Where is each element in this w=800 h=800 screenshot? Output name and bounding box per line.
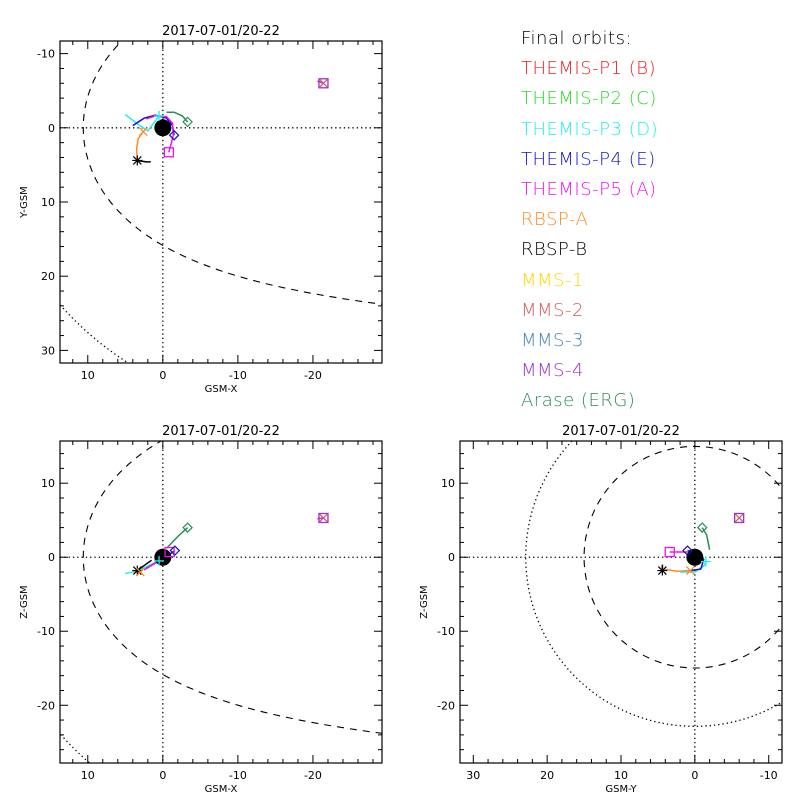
- axis-ticks: [60, 441, 382, 763]
- x-tick-label: 30: [466, 769, 480, 782]
- y-axis-label: Z-GSM: [419, 585, 430, 618]
- legend-item-mms-3: MMS-3: [521, 329, 584, 351]
- x-tick-label: 10: [81, 369, 95, 382]
- legend-item-arase: Arase (ERG): [521, 390, 636, 412]
- x-tick-label: 0: [159, 369, 166, 382]
- marker-rbsp-b: [132, 565, 143, 576]
- x-axis-label: GSM-X: [205, 384, 238, 395]
- legend-item-mms-4: MMS-4: [521, 360, 584, 382]
- x-tick-label: -10: [760, 769, 778, 782]
- legend-item-mms-2: MMS-2: [521, 299, 584, 321]
- y-tick-label: -20: [37, 699, 55, 712]
- y-tick-label: 30: [41, 344, 55, 357]
- chart-title: 2017-07-01/20-22: [162, 424, 280, 439]
- axis-ticks: [460, 441, 782, 763]
- orbit-track-rbsp-a: [663, 568, 691, 573]
- orbit-tracks: [125, 517, 324, 575]
- y-tick-label: -10: [37, 48, 55, 61]
- marker-mms-2: [734, 513, 744, 523]
- x-tick-label: -20: [304, 369, 322, 382]
- x-tick-label: -10: [229, 369, 247, 382]
- legend-title: Final orbits:: [521, 28, 633, 49]
- plot-frame: [59, 440, 383, 764]
- marker-themis-p3-d: [700, 556, 711, 567]
- orbit-tracks: [124, 80, 324, 163]
- x-axis-label: GSM-Y: [605, 784, 637, 795]
- y-tick-label: -20: [437, 699, 455, 712]
- marker-themis-p4-e: [168, 129, 180, 141]
- legend-item-themis-p3: THEMIS-P3 (D): [521, 118, 659, 140]
- y-tick-label: 10: [441, 477, 455, 490]
- legend-item-themis-p4: THEMIS-P4 (E): [521, 148, 656, 170]
- y-axis-label: Z-GSM: [19, 585, 30, 618]
- panel-2: 2017-07-01/20-22 GSM-X Z-GSM 10 0 -10 -20 10 0 -1…: [19, 424, 383, 795]
- x-axis-label: GSM-X: [205, 784, 238, 795]
- x-tick-label: 0: [691, 769, 698, 782]
- model-boundaries: [60, 441, 382, 763]
- orbit-track-arase: [166, 527, 189, 549]
- marker-mms-4: [734, 512, 745, 524]
- magnetopause-curve: [82, 41, 382, 305]
- earth-marker: [154, 548, 172, 566]
- legend-item-themis-p2: THEMIS-P2 (C): [521, 88, 657, 110]
- x-tick-label: 20: [540, 769, 554, 782]
- legend-item-rbsp-b: RBSP-B: [521, 239, 588, 261]
- marker-rbsp-a: [138, 127, 148, 136]
- earth-marker: [154, 119, 172, 137]
- marker-rbsp-b: [657, 565, 668, 576]
- earth-marker: [686, 548, 704, 566]
- marker-rbsp-b: [132, 155, 143, 166]
- panel-1: 2017-07-01/20-22 GSM-X Y-GSM 10 0 -10 -20 -10 0 1…: [19, 24, 383, 395]
- marker-themis-p5-a: [664, 546, 675, 558]
- marker-arase-erg: [696, 522, 708, 533]
- x-tick-label: 0: [159, 769, 166, 782]
- marker-mms-2: [319, 78, 328, 88]
- legend-item-themis-p5: THEMIS-P5 (A): [521, 178, 657, 200]
- magnetopause-curve: [82, 441, 382, 734]
- chart-title: 2017-07-01/20-22: [562, 424, 680, 439]
- marker-themis-p3-d: [154, 555, 165, 566]
- y-tick-label: -10: [37, 625, 55, 638]
- marker-mms-4: [318, 78, 329, 89]
- chart-title: 2017-07-01/20-22: [162, 24, 280, 39]
- x-tick-label: -10: [229, 769, 247, 782]
- orbit-track-themis-p3: [124, 113, 160, 132]
- marker-rbsp-a: [135, 567, 145, 577]
- x-tick-label: 10: [81, 769, 95, 782]
- marker-themis-p5-a: [163, 147, 174, 158]
- marker-themis-p3-d: [154, 110, 165, 121]
- plot-frame: [459, 440, 783, 764]
- y-tick-label: 10: [41, 477, 55, 490]
- marker-mms-2: [319, 513, 328, 523]
- y-tick-label: 20: [41, 270, 55, 283]
- axis-ticks: [60, 41, 382, 363]
- marker-themis-p5-a: [164, 546, 175, 558]
- marker-themis-p4-e: [169, 545, 181, 556]
- x-tick-label: -20: [304, 769, 322, 782]
- y-axis-label: Y-GSM: [19, 186, 30, 219]
- y-tick-label: 0: [448, 551, 455, 564]
- orbit-track-arase: [166, 111, 189, 123]
- legend-item-themis-p1: THEMIS-P1 (B): [521, 58, 657, 80]
- legend-item-mms-1: MMS-1: [521, 269, 584, 291]
- y-tick-label: 0: [48, 122, 55, 135]
- model-boundaries: [60, 41, 382, 363]
- panel-3: 2017-07-01/20-22 GSM-Y Z-GSM 30 20 10 0 -10 10 0 -…: [419, 424, 783, 795]
- legend-item-rbsp-a: RBSP-A: [521, 209, 589, 231]
- marker-mms-4: [318, 512, 329, 524]
- y-tick-label: -10: [437, 625, 455, 638]
- marker-arase-erg: [182, 116, 193, 128]
- plot-frame: [59, 40, 383, 364]
- marker-arase-erg: [182, 522, 193, 533]
- marker-rbsp-a: [685, 566, 695, 575]
- y-tick-label: 0: [48, 551, 55, 564]
- legend: Final orbits: THEMIS-P1 (B) THEMIS-P2 (C…: [521, 24, 658, 416]
- x-tick-label: 10: [614, 769, 628, 782]
- marker-themis-p4-e: [682, 545, 693, 556]
- y-tick-label: 10: [41, 196, 55, 209]
- orbit-track-rbsp-a: [135, 131, 144, 161]
- orbit-tracks: [661, 527, 711, 573]
